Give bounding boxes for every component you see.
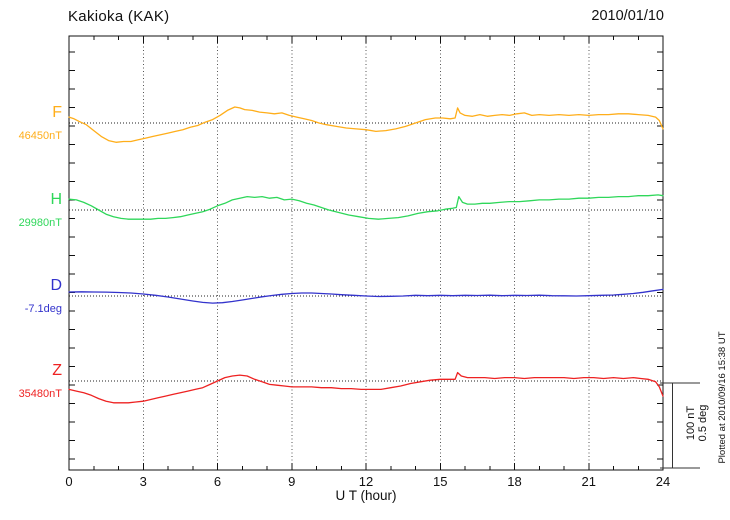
trace-baseline-value-Z: 35480nT — [18, 388, 62, 400]
trace-Z — [68, 371, 664, 404]
x-tick-label-21: 21 — [581, 474, 596, 489]
scale-bar-deg-label: 0.5 deg — [697, 404, 709, 442]
trace-name-D: D — [50, 277, 62, 294]
trace-D — [68, 288, 664, 304]
trace-name-H: H — [50, 191, 62, 208]
scale-bar — [660, 382, 700, 469]
trace-baseline-value-D: -7.1deg — [24, 303, 62, 315]
x-tick-label-9: 9 — [288, 474, 296, 489]
trace-F — [68, 106, 664, 143]
scale-bar-nt-label: 100 nT — [685, 405, 697, 441]
date-label: 2010/01/10 — [591, 8, 664, 24]
x-tick-label-0: 0 — [65, 474, 73, 489]
page-title: Kakioka (KAK) — [68, 8, 170, 25]
plotted-at-note: Plotted at 2010/09/16 15:38 UT — [717, 331, 728, 464]
x-tick-label-15: 15 — [433, 474, 448, 489]
trace-name-Z: Z — [52, 362, 62, 379]
plot-border — [68, 35, 664, 471]
trace-H — [68, 194, 664, 220]
x-tick-label-24: 24 — [655, 474, 671, 489]
trace-baseline-value-F: 46450nT — [18, 130, 62, 142]
trace-name-F: F — [52, 104, 62, 121]
x-tick-label-6: 6 — [213, 474, 222, 489]
trace-baseline-value-H: 29980nT — [18, 217, 62, 229]
x-tick-label-12: 12 — [358, 474, 374, 489]
scale-bar-labels: 100 nT 0.5 deg — [685, 393, 709, 453]
x-tick-label-3: 3 — [139, 474, 147, 489]
x-tick-label-18: 18 — [507, 474, 522, 489]
x-axis-title: U T (hour) — [335, 488, 397, 503]
